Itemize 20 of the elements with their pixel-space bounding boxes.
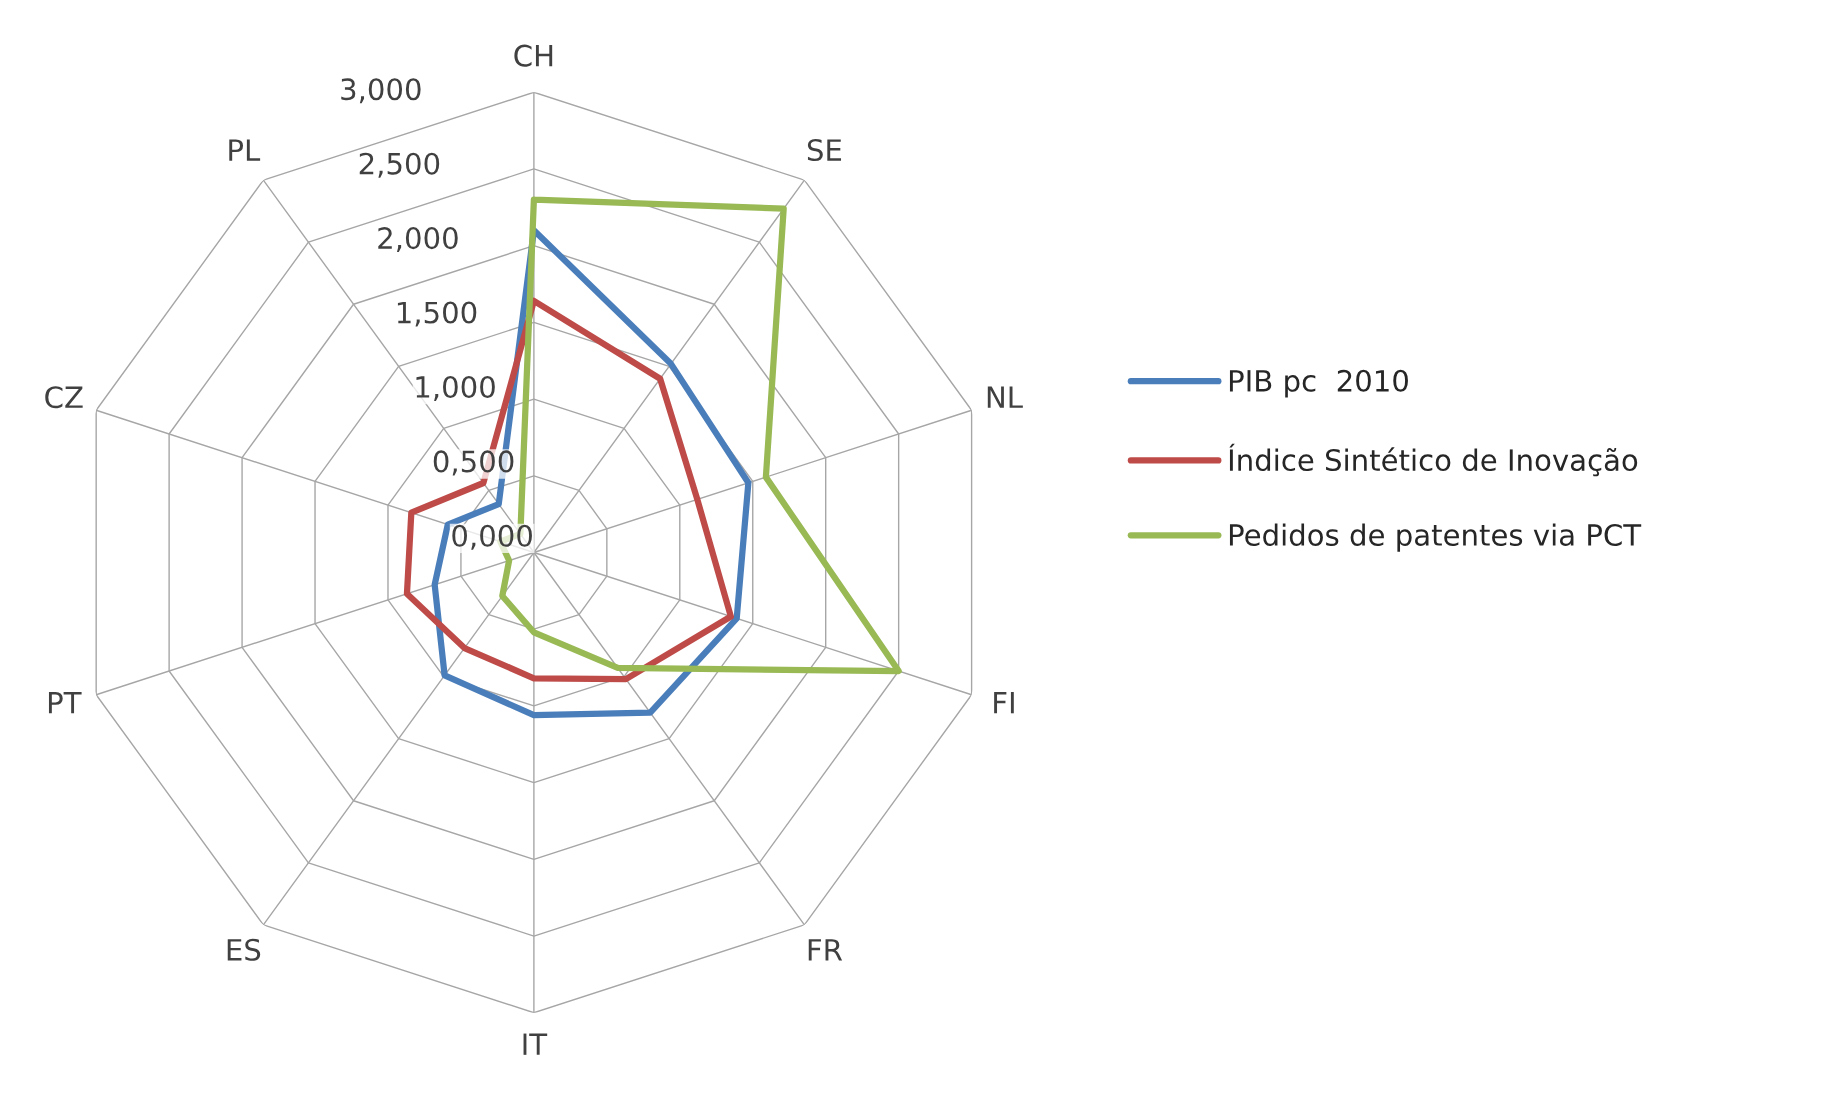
spoke-label: ES (227, 938, 261, 961)
spoke-label: FR (808, 939, 843, 961)
spoke-label: IT (523, 1033, 548, 1055)
spoke-label: SE (807, 139, 842, 162)
spoke-label: PL (229, 139, 261, 161)
spoke-label: CZ (45, 386, 83, 409)
y-tick-label: 0,500 (433, 450, 514, 476)
y-tick-label: 2,000 (378, 227, 458, 253)
y-tick-label: 1,500 (397, 301, 477, 327)
spoke-label: NL (987, 386, 1023, 408)
y-tick-label: 3,000 (341, 78, 421, 104)
y-tick-label: 2,500 (359, 152, 440, 178)
spoke-label: PT (48, 692, 82, 714)
legend-label: Pedidos de patentes via PCT (1229, 523, 1642, 552)
legend-label: Índice Sintético de Inovação (1229, 443, 1638, 477)
legend-label: PIB pc 2010 (1229, 369, 1408, 398)
spoke-label: FI (994, 692, 1014, 714)
y-tick-label: 0,000 (452, 524, 532, 550)
spoke-label: CH (514, 44, 553, 67)
y-tick-label: 1,000 (416, 375, 495, 401)
